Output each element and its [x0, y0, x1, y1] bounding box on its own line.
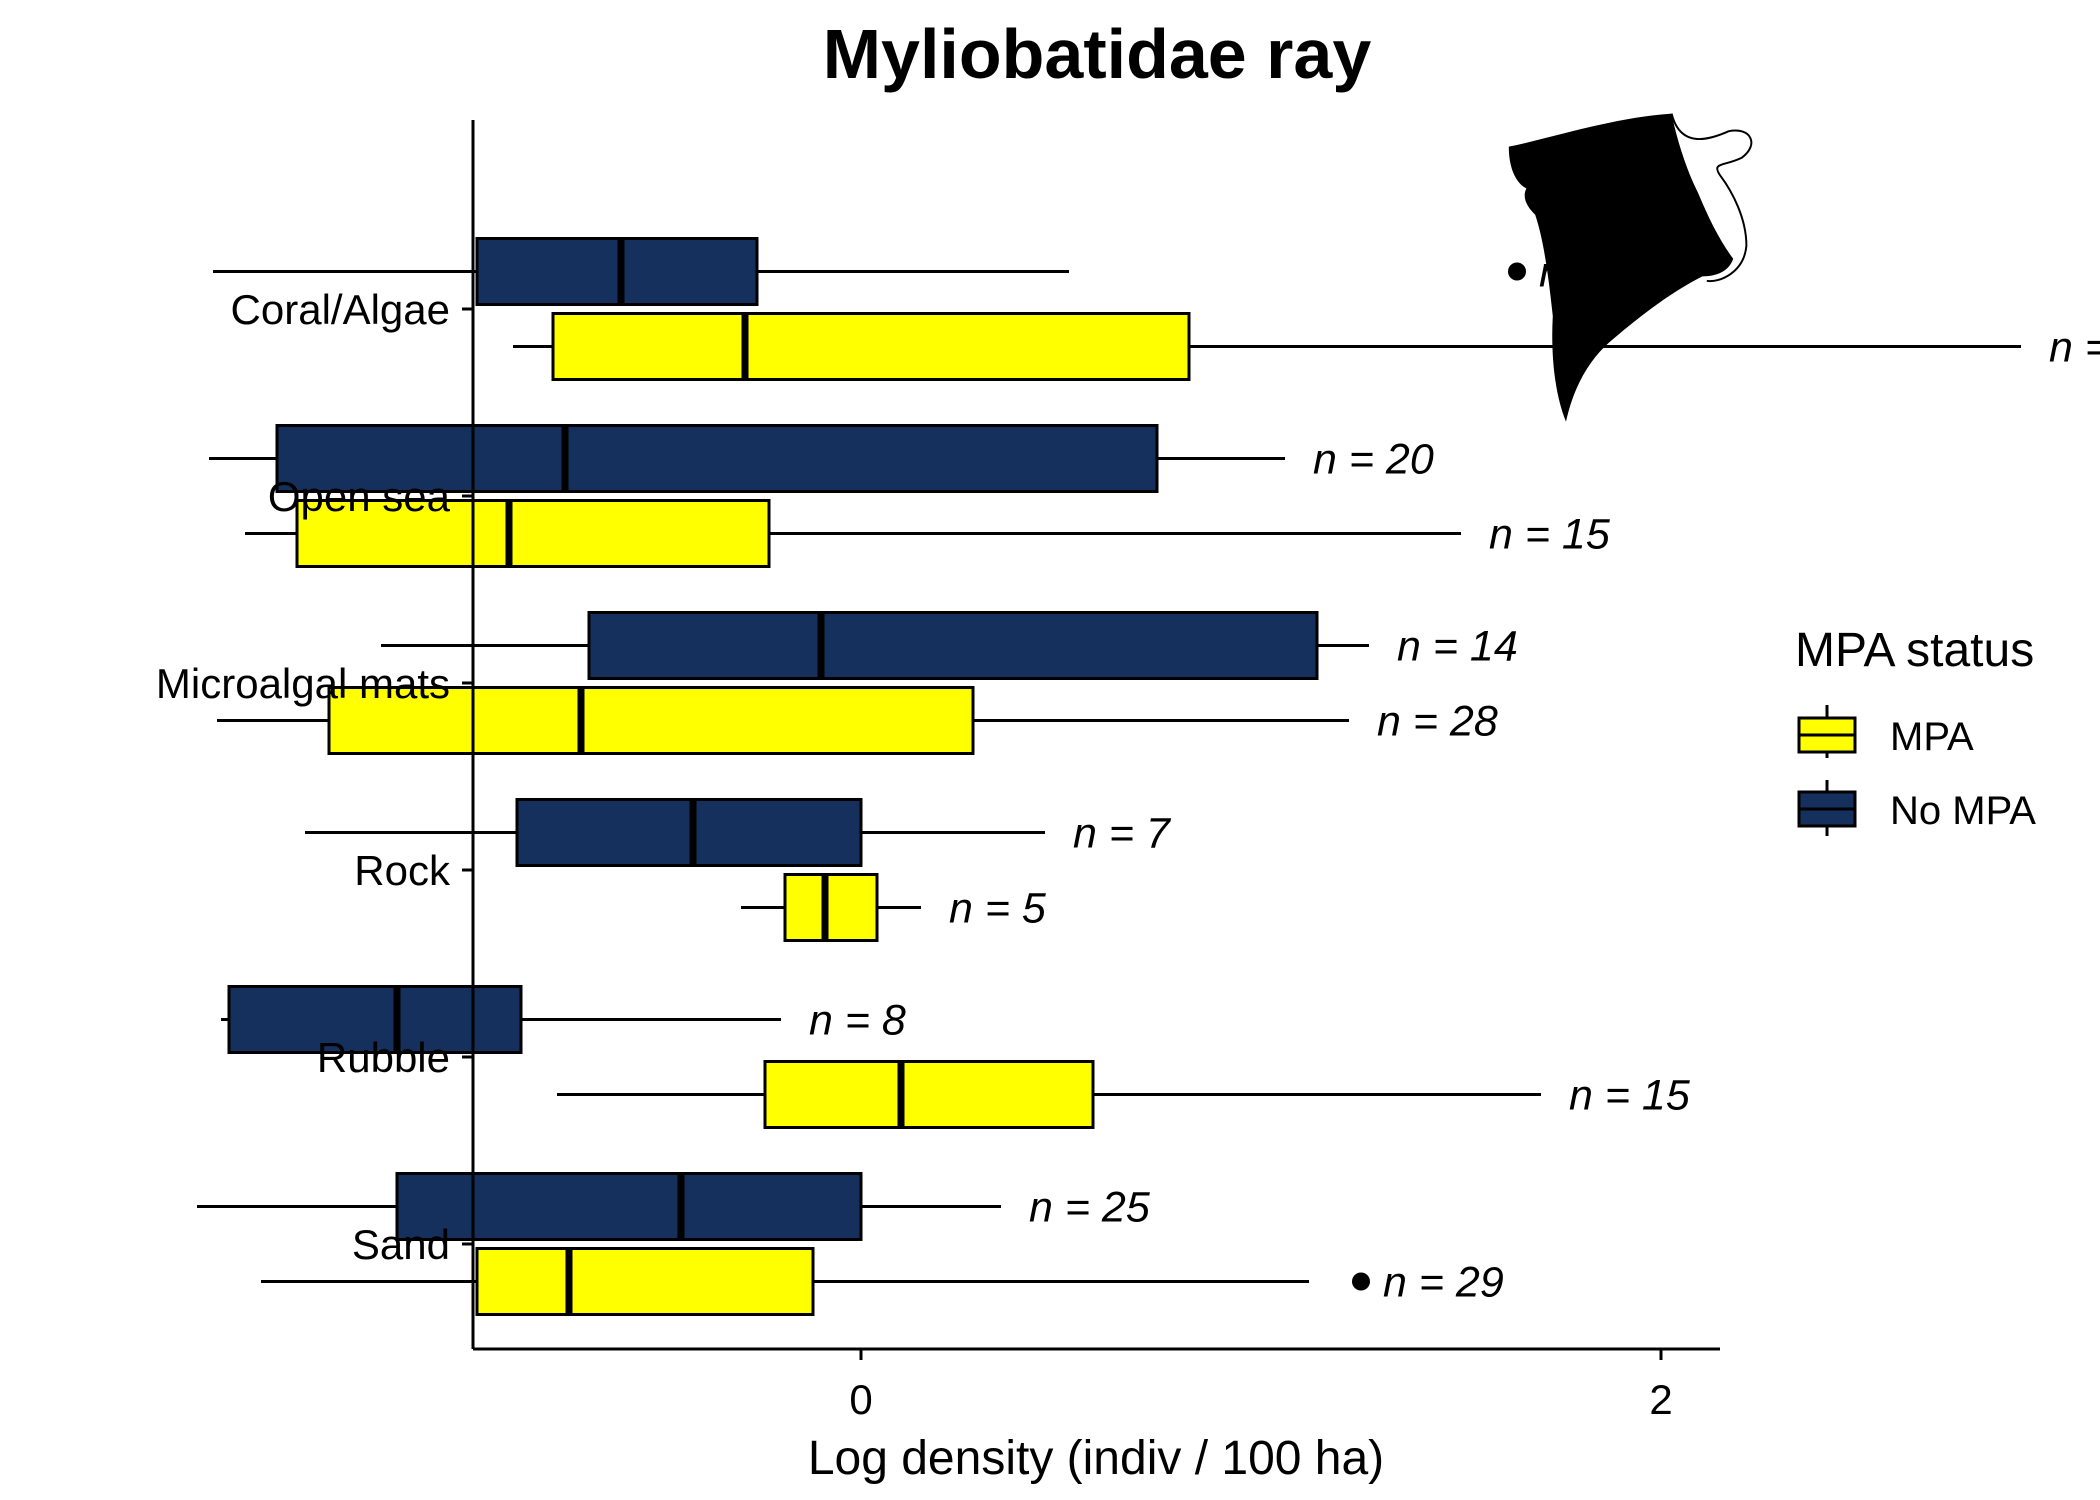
n-label: n = 16 — [2049, 324, 2100, 372]
axes: Coral/Algae Open sea Microalgal mats Rock Ru… — [156, 120, 1720, 1423]
x-tick-label-0: 0 — [849, 1376, 872, 1423]
box-iqr — [295, 499, 771, 568]
n-label: n = 7 — [1073, 810, 1172, 858]
manta-ray-icon — [1508, 113, 1753, 422]
box-iqr — [763, 1060, 1095, 1129]
plot-area: n = 39n = 20n = 14n = 7n = 8n = 25n = 16… — [197, 237, 2100, 1316]
box-mpa-rock: n = 5 — [741, 873, 1047, 942]
n-label: n = 29 — [1383, 1259, 1504, 1307]
n-label: n = 20 — [1313, 436, 1434, 484]
chart-title: Myliobatidae ray — [823, 15, 1372, 93]
box-iqr — [551, 312, 1191, 381]
box-no-mpa-microalgal-mats: n = 14 — [381, 611, 1518, 680]
x-tick-label-2: 2 — [1649, 1376, 1672, 1423]
n-label: n = 28 — [1377, 698, 1498, 746]
legend-item-mpa: MPA — [1797, 705, 1974, 759]
box-mpa-microalgal-mats: n = 28 — [217, 686, 1498, 755]
y-tick-label-sand: Sand — [352, 1221, 450, 1268]
box-mpa-coral-algae: n = 16 — [513, 312, 2100, 381]
n-label: n = 5 — [949, 885, 1047, 933]
legend-item-no-mpa: No MPA — [1797, 780, 2036, 836]
outlier-point — [1508, 262, 1526, 281]
y-tick-label-rubble: Rubble — [317, 1034, 450, 1081]
box-iqr — [515, 798, 863, 867]
box-no-mpa-sand: n = 25 — [197, 1172, 1151, 1241]
legend-title: MPA status — [1795, 624, 2034, 677]
legend-label-mpa: MPA — [1890, 715, 1974, 759]
box-mpa-rubble: n = 15 — [557, 1060, 1691, 1129]
y-tick-label-microalgal-mats: Microalgal mats — [156, 660, 450, 707]
y-tick-label-rock: Rock — [354, 847, 451, 894]
y-tick-label-open-sea: Open sea — [268, 473, 451, 520]
box-no-mpa-rock: n = 7 — [305, 798, 1172, 867]
box-iqr — [475, 237, 759, 306]
legend: MPA status MPA No MPA — [1795, 624, 2036, 836]
n-label: n = 15 — [1489, 511, 1611, 559]
n-label: n = 15 — [1569, 1072, 1691, 1120]
box-no-mpa-open-sea: n = 20 — [209, 424, 1434, 493]
legend-label-no-mpa: No MPA — [1890, 789, 2036, 833]
box-iqr — [395, 1172, 863, 1241]
box-iqr — [475, 1247, 815, 1316]
n-label: n = 25 — [1029, 1184, 1151, 1232]
box-mpa-sand: n = 29 — [261, 1247, 1504, 1316]
n-label: n = 14 — [1397, 623, 1518, 671]
x-axis-title: Log density (indiv / 100 ha) — [808, 1432, 1384, 1485]
box-iqr — [327, 686, 975, 755]
outlier-point — [1352, 1272, 1370, 1291]
box-iqr — [275, 424, 1159, 493]
box-iqr — [783, 873, 879, 942]
box-mpa-open-sea: n = 15 — [245, 499, 1611, 568]
box-iqr — [587, 611, 1319, 680]
n-label: n = 8 — [809, 997, 906, 1045]
y-tick-label-coral-algae: Coral/Algae — [231, 286, 450, 333]
